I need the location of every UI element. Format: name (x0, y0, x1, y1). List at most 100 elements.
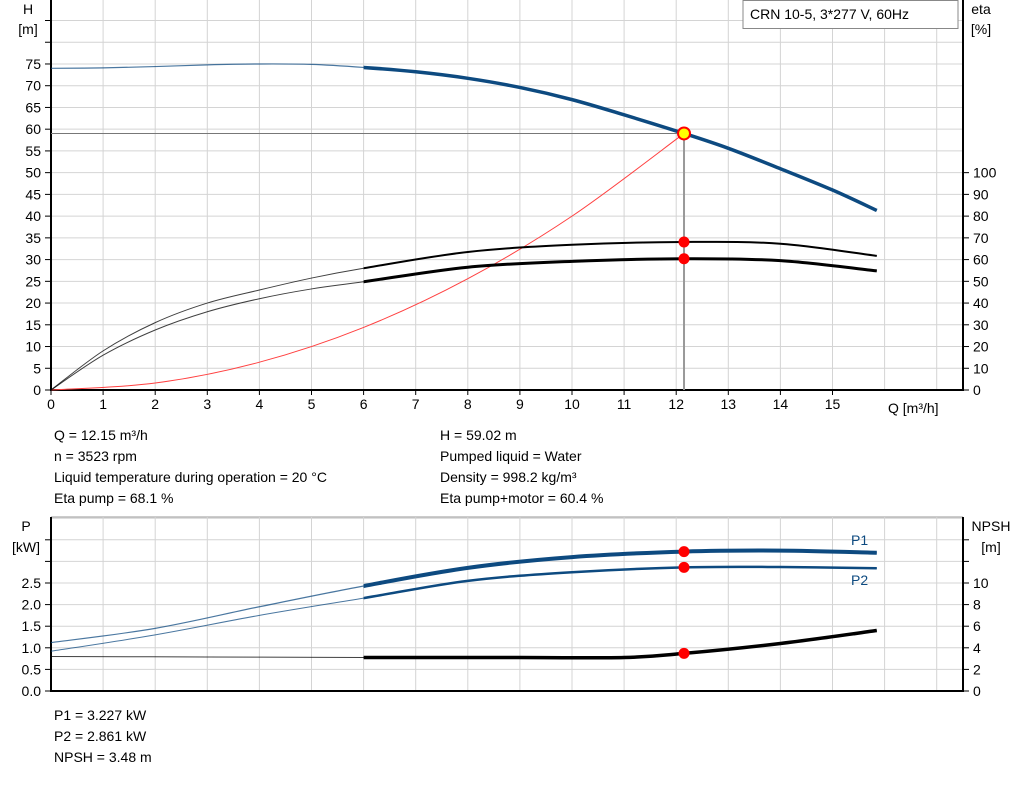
q-tick-label: 11 (617, 396, 632, 412)
eta-axis-unit: [%] (971, 21, 991, 37)
info-h: H = 59.02 m (440, 427, 517, 443)
q-tick-label: 9 (516, 396, 524, 412)
q-tick-label: 0 (47, 396, 55, 412)
p-axis-unit: [kW] (12, 539, 40, 555)
p2-series-label: P2 (851, 572, 868, 588)
bottom-grid (50, 516, 964, 692)
q-tick-label: 1 (99, 396, 107, 412)
eta-tick-label: 20 (973, 339, 989, 355)
info-speed: n = 3523 rpm (54, 448, 137, 464)
p1-series-label: P1 (851, 532, 868, 548)
npsh-tick-label: 6 (973, 618, 981, 634)
p-tick-label: 0.0 (22, 683, 42, 699)
p-axis-label: P (21, 518, 30, 534)
q-tick-label: 10 (564, 396, 580, 412)
h-tick-label: 40 (25, 208, 41, 224)
eta-tick-label: 50 (973, 273, 989, 289)
npsh-axis-unit: [m] (981, 539, 1000, 555)
chart-marks (50, 63, 878, 660)
npsh-tick-label: 2 (973, 661, 981, 677)
q-tick-label: 14 (773, 396, 789, 412)
h-tick-label: 20 (25, 295, 41, 311)
p1-curve-operating (363, 548, 877, 589)
h-tick-label: 55 (25, 143, 41, 159)
q-tick-label: 4 (256, 396, 264, 412)
info-q: Q = 12.15 m³/h (54, 427, 148, 443)
h-axis-unit: [m] (18, 21, 37, 37)
h-tick-label: 30 (25, 252, 41, 268)
p-tick-label: 0.5 (22, 661, 42, 677)
p1-curve (50, 549, 877, 644)
q-tick-label: 6 (360, 396, 368, 412)
h-tick-label: 5 (33, 360, 41, 376)
h-tick-label: 25 (25, 273, 41, 289)
tick-labels: 0 1 2 3 4 5 6 7 8 9 10 11 12 13 14 15051015202530354045… (22, 20, 997, 699)
info-right: H = 59.02 m Pumped liquid = Water Densit… (440, 427, 603, 506)
h-tick-label: 75 (25, 56, 41, 72)
info-liquid: Pumped liquid = Water (440, 448, 582, 464)
p2-marker (678, 561, 690, 573)
eta-tick-label: 90 (973, 186, 989, 202)
eta-tick-label: 40 (973, 295, 989, 311)
npsh-tick-label: 8 (973, 597, 981, 613)
eta-tick-label: 10 (973, 360, 989, 376)
q-tick-label: 12 (668, 396, 684, 412)
q-tick-label: 5 (308, 396, 316, 412)
info-left: Q = 12.15 m³/h n = 3523 rpm Liquid tempe… (54, 427, 327, 506)
top-grid (50, 0, 964, 391)
npsh-axis-label: NPSH (972, 518, 1011, 534)
eta-pump-marker (678, 236, 690, 248)
h-tick-label: 15 (25, 317, 41, 333)
npsh-curve-operating (363, 628, 878, 660)
q-axis-label: Q [m³/h] (888, 400, 939, 416)
p-tick-label: 2.0 (22, 597, 42, 613)
info-eta-pump-motor: Eta pump+motor = 60.4 % (440, 490, 603, 506)
eta-tick-label: 80 (973, 208, 989, 224)
npsh-tick-label: 0 (973, 683, 981, 699)
legend-box (742, 0, 959, 29)
p-tick-label: 1.5 (22, 618, 42, 634)
q-tick-label: 7 (412, 396, 420, 412)
npsh-marker (678, 647, 690, 659)
head-curve-operating (363, 65, 878, 213)
eta-tick-label: 100 (973, 165, 997, 181)
info-power: P1 = 3.227 kW P2 = 2.861 kW NPSH = 3.48 … (54, 707, 152, 765)
h-tick-label: 50 (25, 165, 41, 181)
h-tick-label: 0 (33, 382, 41, 398)
info-density: Density = 998.2 kg/m³ (440, 469, 577, 485)
q-tick-label: 15 (825, 396, 841, 412)
eta-axis-label: eta (971, 1, 991, 17)
info-p2: P2 = 2.861 kW (54, 728, 147, 744)
system-curve (50, 133, 685, 391)
eta-pump-motor-curve-operating (363, 257, 877, 284)
p2-curve-operating (363, 565, 877, 600)
h-tick-label: 65 (25, 99, 41, 115)
p1-marker (678, 546, 690, 558)
h-tick-label: 70 (25, 78, 41, 94)
info-p1: P1 = 3.227 kW (54, 707, 147, 723)
npsh-tick-label: 4 (973, 640, 981, 656)
q-tick-label: 13 (721, 396, 737, 412)
npsh-tick-label: 10 (973, 575, 989, 591)
eta-tick-label: 60 (973, 252, 989, 268)
h-tick-label: 45 (25, 186, 41, 202)
npsh-curve (50, 630, 877, 659)
h-tick-label: 10 (25, 339, 41, 355)
info-temperature: Liquid temperature during operation = 20… (54, 469, 327, 485)
h-tick-label: 35 (25, 230, 41, 246)
eta-pump-curve-operating (363, 240, 877, 270)
p-tick-label: 1.0 (22, 640, 42, 656)
q-tick-label: 2 (151, 396, 159, 412)
p2-curve (50, 566, 877, 652)
info-eta-pump: Eta pump = 68.1 % (54, 490, 173, 506)
duty-point-marker (677, 126, 692, 141)
eta-tick-label: 0 (973, 382, 981, 398)
q-tick-label: 8 (464, 396, 472, 412)
p-tick-label: 2.5 (22, 575, 42, 591)
eta-tick-label: 30 (973, 317, 989, 333)
eta-tick-label: 70 (973, 230, 989, 246)
h-tick-label: 60 (25, 121, 41, 137)
eta-pump-motor-marker (678, 253, 690, 265)
chart-title: CRN 10-5, 3*277 V, 60Hz (750, 6, 909, 22)
